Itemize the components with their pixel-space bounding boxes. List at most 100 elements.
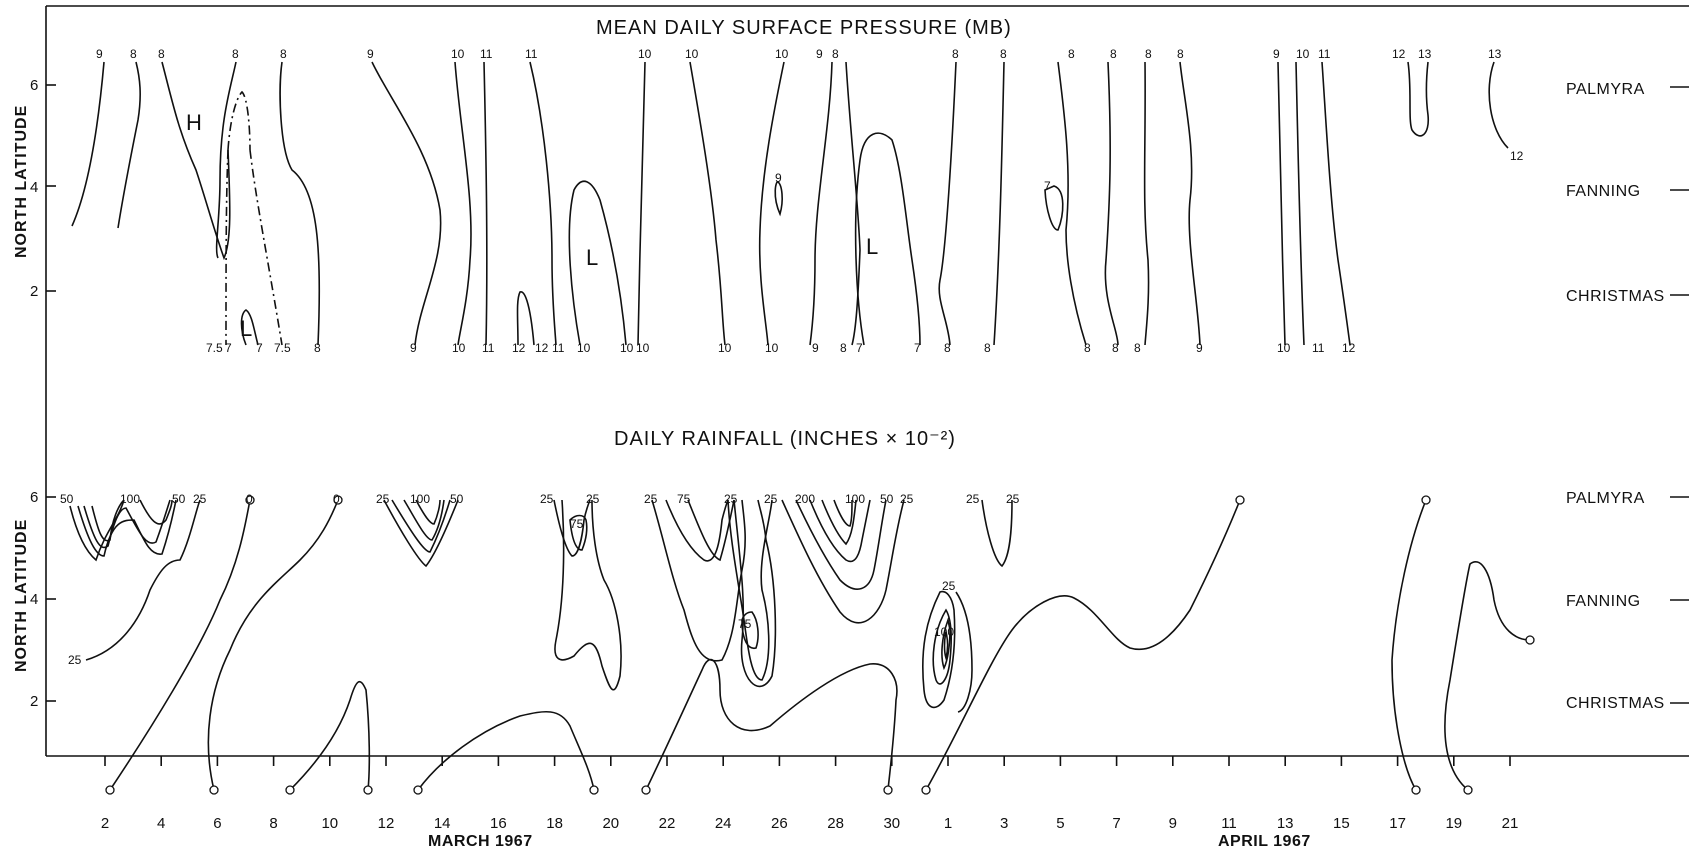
- x-tick-label: 2: [101, 815, 109, 832]
- x-tick-label: 17: [1389, 815, 1406, 832]
- top-ytick-2: 2: [30, 283, 38, 300]
- x-tick-label: 26: [771, 815, 788, 832]
- x-tick-label: 12: [378, 815, 395, 832]
- svg-text:10: 10: [620, 341, 634, 355]
- x-tick-label: 16: [490, 815, 507, 832]
- bottom-ytick-6: 6: [30, 489, 38, 506]
- svg-text:10: 10: [638, 47, 652, 61]
- svg-text:11: 11: [1318, 47, 1331, 61]
- svg-text:8: 8: [1177, 47, 1184, 61]
- svg-text:9: 9: [1196, 341, 1203, 355]
- svg-text:9: 9: [812, 341, 819, 355]
- svg-text:7: 7: [1044, 179, 1051, 193]
- bottom-station-fanning: FANNING: [1566, 593, 1641, 610]
- svg-text:7: 7: [225, 341, 232, 355]
- top-station-palmyra: PALMYRA: [1566, 81, 1645, 98]
- svg-text:50: 50: [450, 492, 464, 506]
- bottom-y-axis-label: NORTH LATITUDE: [13, 519, 30, 672]
- svg-text:10: 10: [452, 341, 466, 355]
- svg-text:10: 10: [765, 341, 779, 355]
- svg-text:25: 25: [644, 492, 658, 506]
- pressure-labels-inner: 9 7 12: [775, 171, 1051, 193]
- top-y-axis-label: NORTH LATITUDE: [13, 105, 30, 258]
- x-tick-label: 18: [546, 815, 563, 832]
- svg-text:13: 13: [1418, 47, 1432, 61]
- svg-text:8: 8: [314, 341, 321, 355]
- pressure-low-symbol-3: L: [866, 234, 878, 259]
- right-station-ticks: [1670, 86, 1689, 704]
- svg-text:75: 75: [677, 492, 691, 506]
- svg-text:12: 12: [1392, 47, 1406, 61]
- pressure-high-symbol: H: [186, 110, 202, 135]
- bottom-ytick-4: 4: [30, 591, 38, 608]
- svg-text:8: 8: [952, 47, 959, 61]
- svg-text:25: 25: [376, 492, 390, 506]
- svg-text:8: 8: [840, 341, 847, 355]
- svg-text:8: 8: [1134, 341, 1141, 355]
- rainfall-isohyets: [69, 499, 1531, 791]
- svg-text:8: 8: [280, 47, 287, 61]
- x-tick-label: 5: [1056, 815, 1064, 832]
- x-tick-label: 8: [269, 815, 277, 832]
- x-tick-label: 1: [944, 815, 952, 832]
- svg-text:25: 25: [1006, 492, 1020, 506]
- pressure-dashed-isobars: [225, 90, 283, 346]
- svg-text:8: 8: [1145, 47, 1152, 61]
- svg-text:50: 50: [60, 492, 74, 506]
- x-tick-label: 7: [1112, 815, 1120, 832]
- svg-text:100: 100: [845, 492, 865, 506]
- svg-text:12: 12: [535, 341, 549, 355]
- rainfall-zero-markers: [105, 495, 1535, 795]
- svg-text:25: 25: [764, 492, 778, 506]
- svg-text:8: 8: [130, 47, 137, 61]
- top-y-ticks: [46, 84, 56, 292]
- svg-text:25: 25: [724, 492, 738, 506]
- svg-text:11: 11: [482, 341, 495, 355]
- svg-text:8: 8: [232, 47, 239, 61]
- svg-text:9: 9: [96, 47, 103, 61]
- bottom-ytick-2: 2: [30, 693, 38, 710]
- march-axis-label: MARCH 1967: [428, 833, 533, 850]
- svg-text:8: 8: [984, 341, 991, 355]
- svg-text:10: 10: [577, 341, 591, 355]
- rainfall-labels-inner: 75 75 25 100 25 0: [68, 517, 956, 667]
- x-tick-label: 3: [1000, 815, 1008, 832]
- svg-text:8: 8: [944, 341, 951, 355]
- svg-text:11: 11: [525, 47, 538, 61]
- x-tick-label: 6: [213, 815, 221, 832]
- svg-text:10: 10: [775, 47, 789, 61]
- svg-text:25: 25: [900, 492, 914, 506]
- svg-text:10: 10: [685, 47, 699, 61]
- svg-text:25: 25: [942, 579, 956, 593]
- pressure-low-symbol-1: L: [240, 316, 252, 341]
- svg-text:12: 12: [1510, 149, 1524, 163]
- x-axis-ticks: 2 4 6 8 10 12 14 16 18 20 22 24 26 28 30 1 3 5 7 9 11 13 15 17 1…: [101, 756, 1518, 832]
- svg-text:10: 10: [636, 341, 650, 355]
- svg-text:7.5: 7.5: [274, 341, 291, 355]
- svg-text:11: 11: [480, 47, 493, 61]
- x-tick-label: 11: [1221, 815, 1237, 832]
- top-station-fanning: FANNING: [1566, 183, 1641, 200]
- svg-text:0: 0: [333, 492, 340, 506]
- svg-text:8: 8: [1068, 47, 1075, 61]
- svg-text:7: 7: [914, 341, 921, 355]
- svg-text:25: 25: [966, 492, 980, 506]
- svg-text:7.5: 7.5: [206, 341, 223, 355]
- pressure-labels-bottom: 7.5 7 7 7.5 8 9 10 11 12 12 11 10 10 10 …: [206, 341, 1356, 355]
- svg-text:12: 12: [1342, 341, 1356, 355]
- top-station-christmas: CHRISTMAS: [1566, 288, 1665, 305]
- top-chart-title: MEAN DAILY SURFACE PRESSURE (MB): [596, 17, 1012, 39]
- svg-text:9: 9: [410, 341, 417, 355]
- svg-text:11: 11: [1312, 341, 1325, 355]
- svg-text:9: 9: [367, 47, 374, 61]
- svg-text:100: 100: [410, 492, 430, 506]
- pressure-labels-top: 9 8 8 8 8 9 10 11 11 10 10 10 9 8 8 8 8 …: [96, 47, 1524, 163]
- svg-text:25: 25: [193, 492, 207, 506]
- svg-text:8: 8: [158, 47, 165, 61]
- svg-text:200: 200: [795, 492, 815, 506]
- svg-text:8: 8: [832, 47, 839, 61]
- x-tick-label: 24: [715, 815, 732, 832]
- svg-text:10: 10: [1296, 47, 1310, 61]
- bottom-station-palmyra: PALMYRA: [1566, 490, 1645, 507]
